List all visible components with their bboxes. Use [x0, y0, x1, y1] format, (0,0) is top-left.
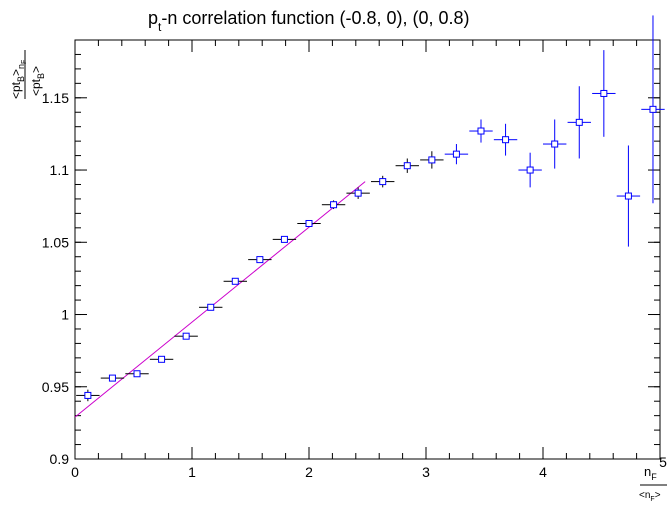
x-label-denominator: <nF> [639, 490, 661, 503]
y-axis-label: <ptB>nF <ptB> [9, 50, 46, 99]
square-marker [133, 370, 141, 378]
data-point [223, 277, 247, 285]
data-point [272, 235, 297, 243]
chart-title: pt-n correlation function (-0.8, 0), (0,… [148, 8, 470, 34]
square-marker [502, 136, 510, 144]
data-point [76, 389, 100, 402]
data-point [616, 145, 641, 247]
data-point [543, 119, 567, 169]
chart-title-rest: -n correlation function (-0.8, 0), (0, 0… [161, 8, 469, 28]
data-point [469, 119, 493, 143]
x-axis-label: nF <nF> [639, 464, 667, 503]
y-tick-label: 0.9 [50, 451, 70, 467]
y-tick-label: 1.05 [42, 234, 69, 250]
data-point [518, 152, 542, 188]
data-point [248, 256, 272, 264]
data-point [420, 151, 444, 169]
square-marker [452, 150, 460, 158]
data-point [174, 332, 198, 340]
square-marker [600, 89, 608, 97]
square-marker [84, 391, 92, 399]
data-point [125, 370, 149, 378]
square-marker [649, 105, 657, 113]
fit-line [74, 181, 366, 418]
y-tick-label: 1.15 [42, 90, 69, 106]
data-point [199, 303, 223, 311]
data-point [493, 123, 518, 156]
y-tick-label: 1 [61, 307, 69, 323]
square-marker [379, 178, 387, 186]
x-axis: 0 1 2 3 4 5 [71, 40, 667, 480]
data-point [371, 175, 395, 188]
x-tick-label: 5 [659, 454, 667, 470]
square-marker [624, 192, 632, 200]
data-point [346, 187, 370, 199]
square-marker [231, 277, 239, 285]
square-marker [403, 162, 411, 170]
square-marker [354, 189, 362, 197]
y-label-denominator: <ptB> [29, 66, 46, 96]
data-point [641, 15, 665, 204]
square-marker [305, 219, 313, 227]
data-point [100, 374, 125, 382]
square-marker [280, 235, 288, 243]
data-point [149, 355, 174, 363]
data-point [321, 200, 346, 210]
x-tick-label: 3 [422, 464, 430, 480]
square-marker [256, 256, 264, 264]
y-tick-label: 1.1 [50, 162, 70, 178]
square-marker [428, 156, 436, 164]
chart-title-subscript: t [158, 20, 162, 34]
y-axis: 0.9 0.95 1 1.05 1.1 1.15 [42, 39, 660, 467]
square-marker [526, 166, 534, 174]
x-tick-label: 2 [305, 464, 313, 480]
square-marker [575, 118, 583, 126]
square-marker [158, 355, 166, 363]
square-marker [182, 332, 190, 340]
x-label-numerator: nF [644, 464, 657, 482]
data-point [395, 158, 419, 173]
square-marker [551, 140, 559, 148]
data-point [444, 144, 469, 165]
square-marker [330, 201, 338, 209]
x-tick-label: 0 [71, 464, 79, 480]
y-tick-label: 0.95 [42, 379, 69, 395]
square-marker [207, 303, 215, 311]
data-point [297, 219, 321, 227]
data-points [76, 15, 665, 402]
data-point [592, 50, 616, 137]
square-marker [108, 374, 116, 382]
x-tick-label: 4 [539, 464, 547, 480]
data-point [567, 86, 591, 159]
x-tick-label: 1 [188, 464, 196, 480]
plot-frame [74, 39, 661, 460]
square-marker [477, 127, 485, 135]
